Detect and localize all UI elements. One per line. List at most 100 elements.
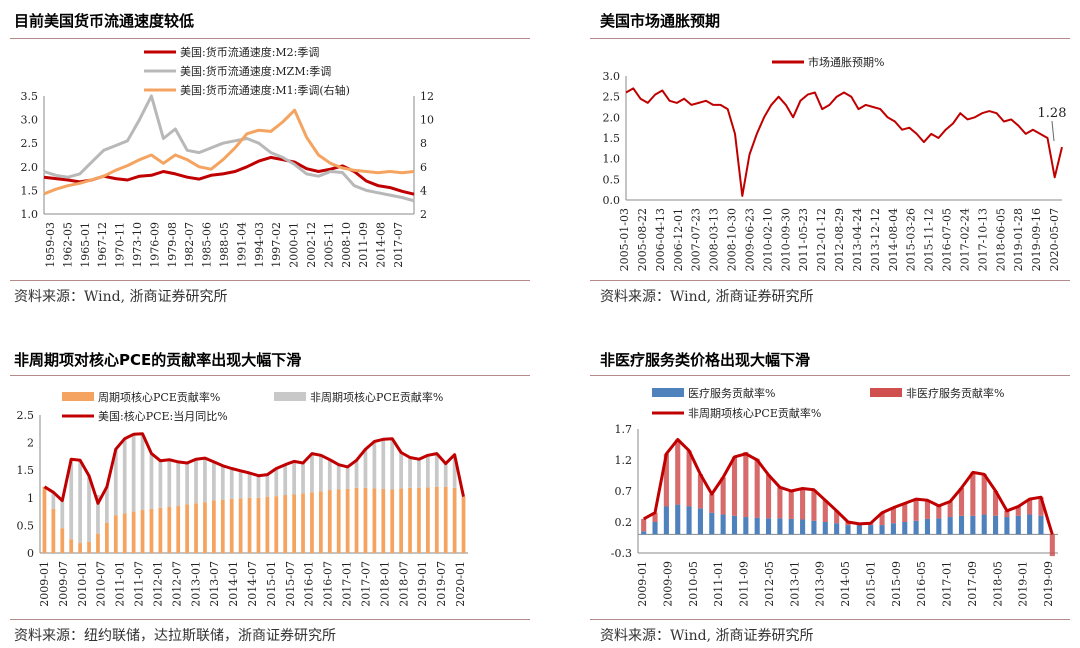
- cyclical-bar: [274, 496, 279, 553]
- series-line-2: [43, 108, 415, 196]
- x-tick-label: 2009-06-23: [743, 208, 756, 271]
- medical-bar: [709, 512, 715, 535]
- cyclical-bar: [434, 486, 439, 553]
- inflation-expectation-chart: 0.0 0.5 1.0 1.5 2.0 2.5 3.0 2005-01-03 2005-08-2…: [603, 55, 1067, 271]
- x-tick-label: 2012-01-12: [815, 208, 828, 271]
- x-tick-label: 2015-11-12: [923, 208, 936, 271]
- x-tick-label: 2006-12-01: [672, 208, 685, 271]
- x-tick-label: 1970-11: [114, 222, 127, 268]
- panel-title: 非周期项对核心PCE的贡献率出现大幅下滑: [14, 351, 302, 369]
- y2-tick-label: 12: [420, 90, 434, 103]
- x-tick-label: 2009-09: [661, 561, 674, 607]
- acyclical-pce-line: [642, 438, 1054, 535]
- acyclical-bar: [212, 461, 216, 501]
- acyclical-bar: [354, 460, 359, 488]
- non-medical-bar: [765, 474, 772, 519]
- y2-tick-label: 2: [420, 208, 427, 221]
- non-medical-bar: [675, 439, 681, 505]
- cyclical-bar: [310, 492, 314, 553]
- non-medical-bar: [924, 500, 931, 519]
- acyclical-bar: [167, 459, 172, 507]
- legend-0-label: 周期项核心PCE贡献率%: [98, 390, 220, 404]
- y-tick-label: 0: [27, 547, 34, 560]
- x-tick-label: 2018-07: [397, 561, 410, 607]
- legend-0-swatch: [62, 392, 94, 401]
- core-pce-contribution-chart: 0 0.5 1 1.5 2 2.5 2009-01 2009-07 2010-01 2010-07…: [17, 390, 468, 607]
- medical-bar: [834, 523, 840, 535]
- cyclical-bar: [426, 487, 430, 553]
- x-tick-label: 2005-11: [322, 222, 335, 268]
- x-tick-label: 2012-01: [151, 561, 164, 607]
- inflation-expectation-line: [625, 87, 1063, 197]
- medical-bar: [936, 518, 942, 535]
- acyclical-bar: [345, 466, 350, 489]
- non-medical-bar: [720, 477, 726, 515]
- acyclical-bar: [443, 463, 448, 487]
- cyclical-bar: [185, 504, 189, 553]
- medical-bar: [981, 514, 987, 535]
- non-medical-bar: [958, 487, 965, 516]
- acyclical-bar: [60, 500, 65, 529]
- medical-bar: [641, 531, 647, 535]
- x-tick-label: 2017-01: [941, 561, 954, 607]
- source-note: 资料来源：纽约联储，达拉斯联储，浙商证券研究所: [14, 628, 336, 644]
- cyclical-bar: [417, 487, 421, 553]
- acyclical-bar: [310, 453, 314, 493]
- x-tick-label: 1994-03: [253, 222, 266, 268]
- panel-title: 非医疗服务类价格出现大幅下滑: [600, 351, 811, 369]
- medical-services-chart: -0.3 0.2 0.7 1.2 1.7 2009-01 2009-09 2010-05 201…: [611, 386, 1058, 607]
- x-tick-label: 1959-03: [44, 222, 57, 268]
- x-tick-label: 2008-10: [340, 222, 353, 268]
- y2-tick-label: 4: [420, 184, 427, 197]
- cyclical-bar: [176, 506, 181, 553]
- medical-bar: [1015, 515, 1021, 535]
- medical-bar: [1038, 515, 1044, 535]
- acyclical-bar: [247, 472, 252, 498]
- acyclical-bar: [372, 441, 377, 489]
- non-medical-bar: [652, 512, 658, 522]
- cyclical-bar: [363, 487, 368, 553]
- medical-bar: [697, 508, 703, 535]
- x-tick-label: 2012-07: [170, 561, 183, 607]
- medical-bar: [856, 525, 862, 535]
- non-medical-bar: [1004, 510, 1010, 518]
- cyclical-bar: [381, 488, 386, 553]
- acyclical-bar: [185, 463, 189, 505]
- cyclical-bar: [158, 507, 163, 553]
- cyclical-bar: [51, 508, 56, 553]
- legend-0-label: 市场通胀预期%: [808, 55, 884, 69]
- legend-2-label: 非周期项核心PCE贡献率%: [688, 406, 821, 420]
- cyclical-bar: [399, 488, 403, 553]
- acyclical-bar: [336, 464, 341, 490]
- cyclical-bar: [149, 508, 154, 553]
- cyclical-bar: [265, 496, 270, 553]
- core-pce-line: [43, 432, 465, 505]
- x-tick-label: 2005-08-22: [636, 208, 649, 271]
- cyclical-bar: [122, 513, 127, 553]
- cyclical-bar: [229, 498, 234, 553]
- medical-bar: [993, 515, 999, 535]
- x-tick-label: 2013-07: [208, 561, 221, 607]
- y-tick-label: 1.5: [21, 184, 39, 197]
- medical-bar: [777, 518, 783, 535]
- x-tick-label: 2017-09: [966, 561, 979, 607]
- non-medical-bar: [902, 503, 908, 522]
- cyclical-bar: [327, 490, 332, 553]
- legend-2-label: 美国:货币流通速度:M1:季调(右轴): [180, 83, 350, 97]
- x-tick-label: 2018-01: [378, 561, 391, 607]
- cyclical-bar: [203, 502, 207, 553]
- non-medical-bar: [1038, 497, 1044, 516]
- y-tick-label: 1: [27, 492, 34, 505]
- cyclical-bar: [78, 543, 82, 553]
- y-tick-label: 3.5: [21, 90, 39, 103]
- medical-bar: [890, 523, 896, 535]
- cyclical-bar: [131, 511, 136, 553]
- acyclical-bar: [274, 468, 279, 497]
- title-rule: [10, 375, 530, 376]
- title-rule: [590, 375, 1070, 376]
- non-medical-bar: [1027, 499, 1033, 515]
- y-tick-label: 0.0: [603, 194, 621, 207]
- x-tick-label: 1976-09: [148, 222, 161, 268]
- non-medical-bar: [663, 453, 669, 507]
- x-tick-label: 2007-07-23: [690, 208, 703, 271]
